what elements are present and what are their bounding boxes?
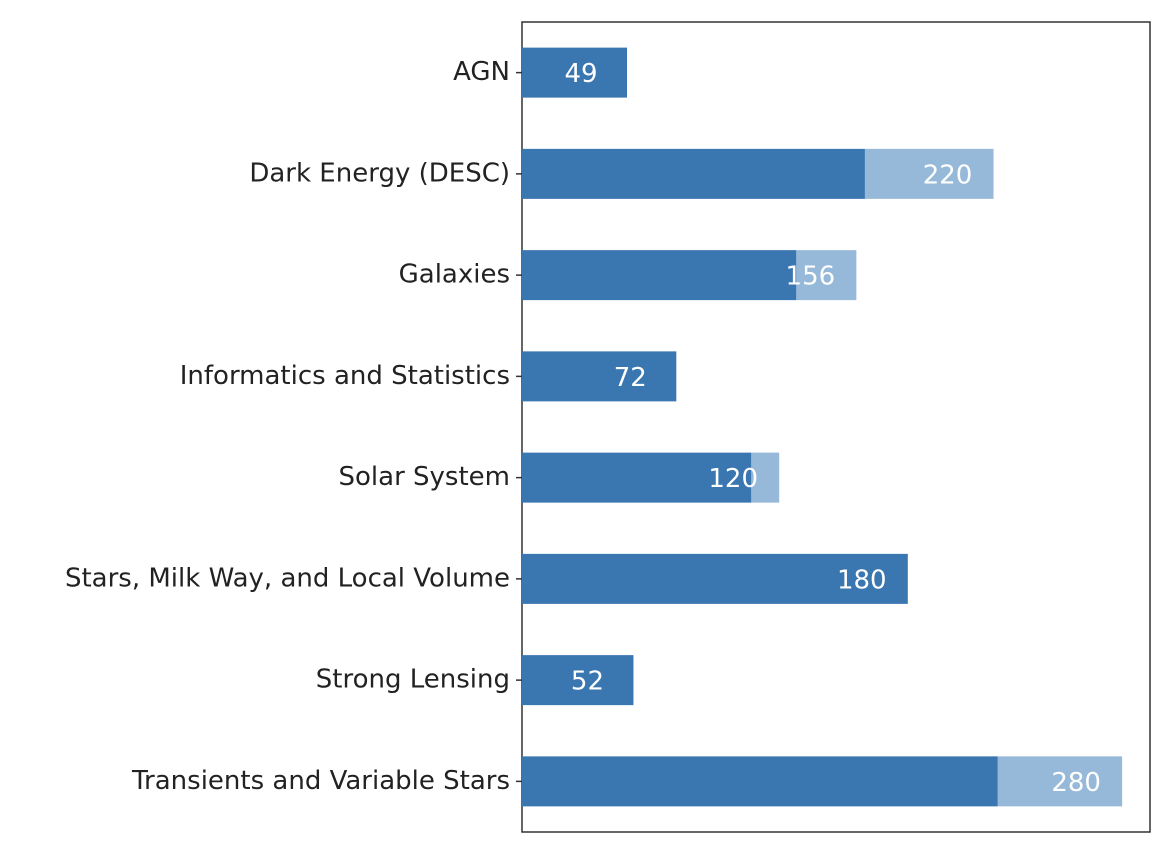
- value-label: 180: [837, 565, 887, 595]
- value-label: 72: [614, 363, 647, 393]
- bar-segment: [522, 452, 752, 503]
- value-label: 156: [786, 262, 836, 292]
- y-tick-label: Informatics and Statistics: [180, 361, 510, 391]
- y-tick-label: Strong Lensing: [316, 665, 510, 695]
- bar-segment: [522, 756, 998, 807]
- bar-segment: [522, 553, 908, 604]
- bar-segment: [864, 148, 994, 199]
- value-label: 52: [571, 667, 604, 697]
- bar-segment: [522, 655, 634, 706]
- y-tick-label: Stars, Milk Way, and Local Volume: [65, 563, 510, 593]
- y-tick-label: Solar System: [339, 462, 510, 492]
- bar-segment: [522, 148, 865, 199]
- bar-segment: [751, 452, 780, 503]
- bar-segment: [522, 250, 797, 301]
- value-label: 220: [923, 160, 973, 190]
- bar-segment: [522, 47, 628, 98]
- bar-segment: [522, 351, 677, 402]
- y-tick-label: AGN: [453, 57, 510, 87]
- value-label: 120: [708, 464, 758, 494]
- y-tick-label: Galaxies: [399, 260, 510, 290]
- bar-segment: [796, 250, 857, 301]
- value-label: 49: [564, 59, 597, 89]
- y-tick-label: Transients and Variable Stars: [131, 766, 510, 796]
- y-tick-label: Dark Energy (DESC): [249, 158, 510, 188]
- value-label: 280: [1051, 768, 1101, 798]
- bar-segment: [997, 756, 1123, 807]
- plot-frame: [521, 21, 1151, 833]
